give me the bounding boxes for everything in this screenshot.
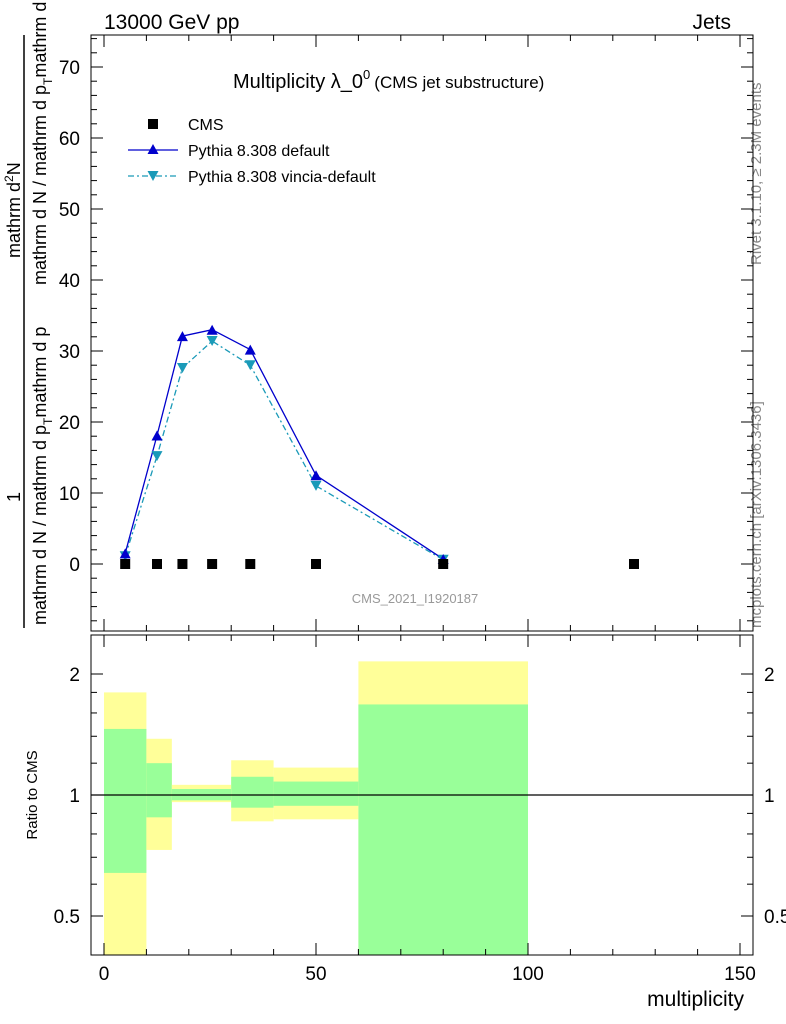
x-tick-label: 100 [512, 964, 544, 985]
main-y-ticks: 0 10 20 30 40 50 60 70 [59, 35, 753, 631]
ratio-y-tick-label-right: 2 [764, 665, 775, 686]
ratio-y-tick-label: 2 [69, 665, 80, 686]
point-pythia-vincia [176, 363, 188, 374]
main-frame [90, 34, 754, 632]
point-pythia-default [151, 430, 163, 441]
y-tick-label: 10 [59, 484, 80, 505]
legend-item-pythia-default: Pythia 8.308 default [128, 143, 330, 160]
ratio-band-inner [146, 763, 172, 818]
chart-title-text: Multiplicity λ_0 [233, 71, 363, 93]
x-axis-label: multiplicity [647, 988, 744, 1011]
point-cms [438, 559, 449, 569]
legend-label-pythia-default: Pythia 8.308 default [188, 143, 330, 160]
legend-marker-triangle-up [147, 144, 159, 154]
x-tick-label: 50 [305, 964, 326, 985]
point-cms [311, 559, 321, 569]
x-tick-label: 0 [99, 964, 110, 985]
ratio-plot-area [91, 661, 753, 955]
energy-label: 13000 GeV pp [104, 11, 239, 34]
point-pythia-vincia [310, 480, 322, 491]
category-label: Jets [692, 11, 731, 34]
analysis-watermark: CMS_2021_I1920187 [352, 591, 479, 606]
y-tick-label: 30 [59, 342, 80, 363]
point-cms [207, 559, 218, 569]
ratio-y-tick-label-right: 0.5 [764, 907, 786, 928]
point-pythia-default [119, 548, 131, 559]
point-pythia-vincia [244, 360, 256, 371]
ratio-y-tick-label-right: 1 [764, 786, 775, 807]
main-y-label-numerator: mathrm d2N [2, 162, 24, 258]
y-tick-label: 70 [59, 58, 80, 79]
legend-marker-triangle-down [147, 171, 159, 181]
y-tick-label: 0 [69, 555, 80, 576]
point-cms [120, 559, 131, 569]
legend-marker-square [148, 119, 158, 129]
point-pythia-vincia [206, 336, 218, 347]
y-tick-label: 60 [59, 129, 80, 150]
legend-item-cms: CMS [148, 117, 224, 134]
y-tick-label: 20 [59, 413, 80, 434]
legend: CMS Pythia 8.308 default Pythia 8.308 vi… [128, 117, 376, 186]
main-plot-area [119, 324, 639, 569]
series-line-pythia-default [124, 329, 444, 560]
ratio-band-inner [273, 781, 359, 806]
point-pythia-default [206, 324, 218, 335]
point-pythia-default [310, 470, 322, 481]
point-cms [629, 559, 639, 569]
rivet-label: Rivet 3.1.10, ≥ 2.3M events [748, 83, 765, 266]
point-cms [152, 559, 162, 569]
legend-label-pythia-vincia: Pythia 8.308 vincia-default [188, 169, 376, 186]
main-y-label-one: 1 [4, 492, 24, 502]
chart-title: Multiplicity λ_00 (CMS jet substructure) [233, 67, 544, 93]
source-label: mcplots.cern.ch [arXiv:1306.3436] [748, 401, 765, 628]
chart-subtitle: (CMS jet substructure) [374, 73, 544, 92]
point-pythia-default [244, 344, 256, 355]
y-tick-label: 40 [59, 271, 80, 292]
main-y-label-top: mathrm d N / mathrm d pTmathrm d lambda [30, 0, 55, 285]
x-tick-label: 150 [724, 964, 756, 985]
point-cms [245, 559, 256, 569]
chart-title-superscript: 0 [363, 67, 370, 82]
ratio-y-tick-label: 0.5 [54, 907, 80, 928]
legend-item-pythia-vincia: Pythia 8.308 vincia-default [128, 169, 376, 186]
y-tick-label: 50 [59, 200, 80, 221]
point-pythia-vincia [151, 451, 163, 462]
ratio-band-inner [358, 704, 528, 955]
point-pythia-default [176, 331, 188, 342]
ratio-band-inner [104, 728, 147, 873]
ratio-band-inner [231, 776, 274, 808]
ratio-ticks: 0.5 0.5 1 1 2 2 0 50 100 150 [54, 635, 786, 985]
ratio-y-label: Ratio to CMS [24, 750, 41, 839]
ratio-panel: 0.5 0.5 1 1 2 2 0 50 100 150 Ratio to CMS multipl… [24, 634, 786, 1011]
ratio-y-tick-label: 1 [69, 786, 80, 807]
legend-label-cms: CMS [188, 117, 224, 134]
main-y-label-bottom: mathrm d N / mathrm d pTmathrm d p [30, 327, 55, 625]
point-cms [177, 559, 188, 569]
